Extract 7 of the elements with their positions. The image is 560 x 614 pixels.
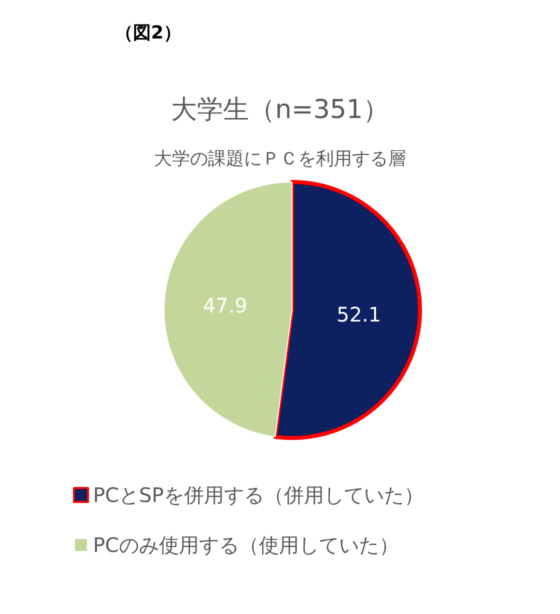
legend-label: PCのみ使用する（使用していた）	[93, 533, 400, 557]
legend-label: PCとSPを併用する（併用していた）	[93, 483, 424, 507]
chart-subtitle: 大学の課題にＰＣを利用する層	[154, 148, 406, 170]
data-label: 52.1	[336, 302, 382, 326]
text: （図2）	[115, 22, 182, 44]
chart-title: 大学生（n=351）	[171, 95, 389, 125]
data-label: 47.9	[202, 294, 248, 318]
